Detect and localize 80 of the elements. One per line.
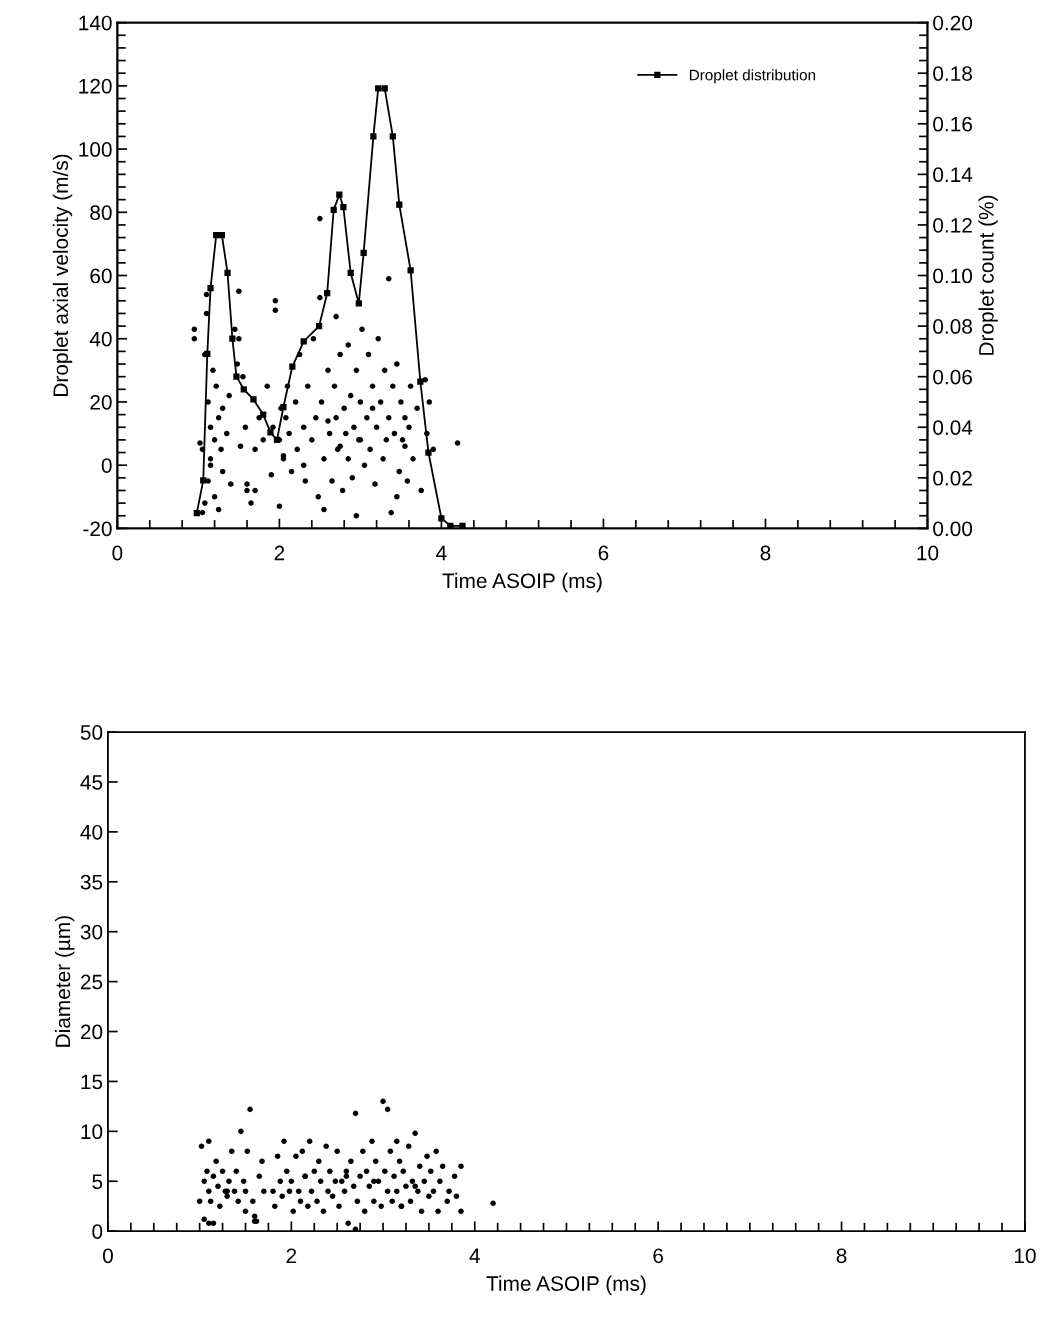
y-tick-label: 15 xyxy=(81,1074,103,1090)
y-tick-label: 10 xyxy=(81,1124,103,1140)
point xyxy=(396,201,403,208)
y2-tick-label: 0.04 xyxy=(933,420,973,435)
point xyxy=(375,85,382,92)
y-tick-label: 0 xyxy=(92,1224,103,1239)
point xyxy=(240,386,247,393)
y-tick-label: 60 xyxy=(90,268,112,284)
y-axis-title: Droplet axial velocity (m/s) xyxy=(52,154,73,396)
x-tick-label: 4 xyxy=(436,545,447,561)
x-tick-label: 0 xyxy=(112,545,123,561)
x-axis-title: Time ASOIP (ms) xyxy=(442,572,602,593)
y2-tick-label: 0.10 xyxy=(933,268,973,284)
y-tick-label: 20 xyxy=(90,394,112,410)
y2-axis-title: Droplet count (%) xyxy=(978,195,998,355)
point xyxy=(370,133,377,140)
x-tick-label: 10 xyxy=(1014,1248,1036,1264)
point xyxy=(193,510,200,517)
point xyxy=(250,396,257,403)
y-tick-label: 120 xyxy=(79,78,112,94)
x-tick-label: 4 xyxy=(469,1248,480,1263)
point xyxy=(218,231,226,239)
y-tick-label: 45 xyxy=(80,775,103,790)
x-tick-label: 2 xyxy=(274,545,285,561)
y2-tick-label: 0.16 xyxy=(933,116,972,132)
y2-tick-label: 0.12 xyxy=(933,217,972,233)
point xyxy=(347,269,354,277)
point xyxy=(330,206,337,213)
y2-tick-label: 0.06 xyxy=(933,369,972,385)
y2-tick-label: 0.14 xyxy=(933,167,973,183)
point xyxy=(207,285,214,292)
point xyxy=(381,85,388,92)
point xyxy=(213,231,220,239)
point xyxy=(438,515,445,522)
x-tick-label: 6 xyxy=(598,545,609,561)
y-tick-label: 35 xyxy=(80,874,103,890)
point xyxy=(407,267,414,274)
y2-tick-label: 0.08 xyxy=(933,319,972,334)
point xyxy=(260,411,267,418)
point xyxy=(300,338,307,345)
point xyxy=(389,133,396,140)
x-axis-title: Time ASOIP (ms) xyxy=(486,1275,646,1296)
y2-tick-label: 0.00 xyxy=(933,521,973,537)
point xyxy=(233,373,240,380)
y-tick-label: 100 xyxy=(79,142,112,157)
point xyxy=(229,335,236,342)
y-tick-label: 20 xyxy=(80,1024,103,1040)
point xyxy=(355,300,362,307)
y-tick-label: 5 xyxy=(92,1174,103,1190)
point xyxy=(360,249,367,256)
point xyxy=(324,290,331,297)
y-tick-label: 80 xyxy=(90,205,112,221)
legend-label: Droplet distribution xyxy=(689,69,816,84)
x-tick-label: 2 xyxy=(286,1248,297,1263)
point xyxy=(417,378,424,385)
y-tick-label: 50 xyxy=(80,725,103,740)
y-tick-label: 40 xyxy=(89,331,112,347)
x-tick-label: 10 xyxy=(917,545,939,561)
x-tick-label: 6 xyxy=(653,1248,664,1264)
y-axis-title: Diameter (µm) xyxy=(54,916,75,1047)
point xyxy=(267,429,274,436)
point xyxy=(289,363,296,370)
y-tick-label: -20 xyxy=(83,521,112,537)
point xyxy=(340,204,347,211)
y2-tick-label: 0.02 xyxy=(933,470,972,486)
point xyxy=(315,322,323,330)
x-tick-label: 8 xyxy=(760,545,771,561)
x-tick-label: 8 xyxy=(836,1248,847,1264)
y-tick-label: 30 xyxy=(80,924,103,940)
point xyxy=(425,449,432,456)
y-tick-label: 25 xyxy=(80,974,103,990)
y-tick-label: 0 xyxy=(101,458,112,473)
point xyxy=(200,477,207,484)
y-tick-label: 40 xyxy=(80,824,103,840)
y2-tick-label: 0.20 xyxy=(933,15,973,31)
y-tick-label: 140 xyxy=(79,15,112,31)
point xyxy=(459,522,466,529)
point xyxy=(224,269,231,277)
point xyxy=(336,191,343,198)
y2-tick-label: 0.18 xyxy=(933,66,972,81)
